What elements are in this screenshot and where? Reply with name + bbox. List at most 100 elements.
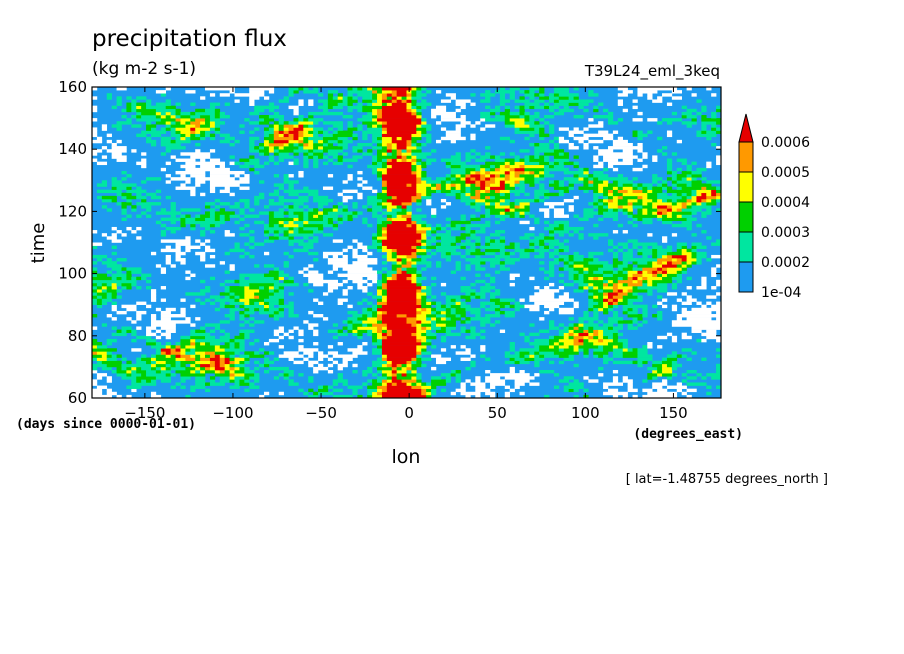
field-cell [303, 226, 319, 231]
field-cell [490, 195, 496, 200]
field-cell [386, 354, 417, 358]
field-cell [185, 345, 196, 349]
field-cell [686, 286, 692, 290]
plot-frame [91, 86, 722, 399]
field-cell [288, 335, 294, 340]
field-cell [583, 146, 589, 150]
field-cell [485, 105, 491, 110]
field-cell [421, 195, 432, 200]
field-cell [150, 298, 157, 302]
field-cell [470, 174, 481, 178]
field-cell [553, 111, 565, 116]
field-cell [239, 186, 250, 190]
field-cell [514, 180, 520, 184]
field-cell [671, 96, 682, 100]
field-cell [391, 136, 397, 141]
field-cell [116, 310, 127, 315]
field-cell [121, 170, 127, 175]
field-cell [573, 114, 584, 119]
field-cell [563, 385, 584, 389]
field-cell [347, 124, 353, 128]
field-cell [126, 317, 132, 321]
field-cell [499, 111, 510, 116]
field-cell [263, 161, 270, 166]
field-cell [416, 307, 422, 312]
field-cell [657, 248, 673, 253]
field-cell [416, 298, 422, 302]
field-cell [411, 87, 417, 91]
field-cell [303, 87, 309, 91]
field-cell [499, 329, 506, 333]
field-cell [593, 351, 609, 355]
field-cell [195, 180, 206, 184]
field-cell [666, 376, 673, 380]
field-cell [549, 254, 555, 259]
field-cell [401, 99, 407, 103]
field-cell [141, 158, 147, 162]
field-cell [386, 295, 417, 299]
field-cell [116, 192, 122, 197]
field-cell [386, 379, 393, 383]
field-cell [308, 142, 314, 147]
field-cell [111, 142, 117, 147]
field-cell [607, 307, 614, 312]
field-cell [622, 258, 658, 262]
field-cell [372, 189, 378, 194]
field-cell [293, 360, 304, 365]
field-cell [381, 332, 388, 337]
field-cell [209, 180, 250, 184]
field-cell [180, 351, 186, 355]
field-cell [642, 360, 648, 365]
field-cell [637, 279, 643, 284]
field-cell [603, 345, 614, 349]
field-cell [195, 111, 216, 116]
field-cell [377, 292, 383, 296]
field-cell [480, 226, 486, 231]
field-cell [372, 314, 378, 318]
field-cell [445, 130, 461, 134]
field-cell [352, 133, 358, 138]
field-cell [386, 93, 393, 97]
field-cell [249, 90, 265, 94]
field-cell [440, 254, 452, 259]
field-cell [612, 186, 619, 190]
field-cell [657, 370, 663, 374]
field-cell [568, 130, 584, 134]
field-cell [671, 111, 678, 116]
field-cell [416, 127, 427, 131]
field-cell [288, 161, 294, 166]
field-cell [200, 357, 211, 361]
field-cell [293, 230, 299, 234]
field-cell [298, 102, 304, 106]
field-cell [622, 230, 628, 234]
field-cell [337, 127, 343, 131]
field-cell [303, 351, 314, 355]
field-cell [332, 335, 338, 340]
field-cell [131, 208, 137, 212]
field-cell [460, 289, 476, 293]
field-cell [337, 298, 348, 302]
field-cell [440, 242, 452, 246]
field-cell [411, 158, 417, 162]
field-cell [612, 310, 619, 315]
field-cell [131, 276, 137, 281]
field-cell [146, 286, 152, 290]
field-cell [391, 164, 412, 169]
field-cell [568, 388, 574, 393]
field-cell [593, 282, 604, 287]
field-cell [357, 245, 368, 250]
field-cell [490, 111, 496, 116]
field-cell [303, 186, 309, 190]
field-cell [283, 220, 289, 225]
field-cell [696, 198, 702, 203]
field-cell [681, 348, 692, 352]
field-cell [563, 376, 574, 380]
field-cell [303, 217, 309, 222]
field-cell [342, 292, 348, 296]
field-cell [288, 127, 294, 131]
field-cell [421, 258, 427, 262]
field-cell [234, 357, 245, 361]
field-cell [416, 335, 427, 340]
field-cell [598, 177, 628, 181]
field-cell [681, 373, 687, 377]
